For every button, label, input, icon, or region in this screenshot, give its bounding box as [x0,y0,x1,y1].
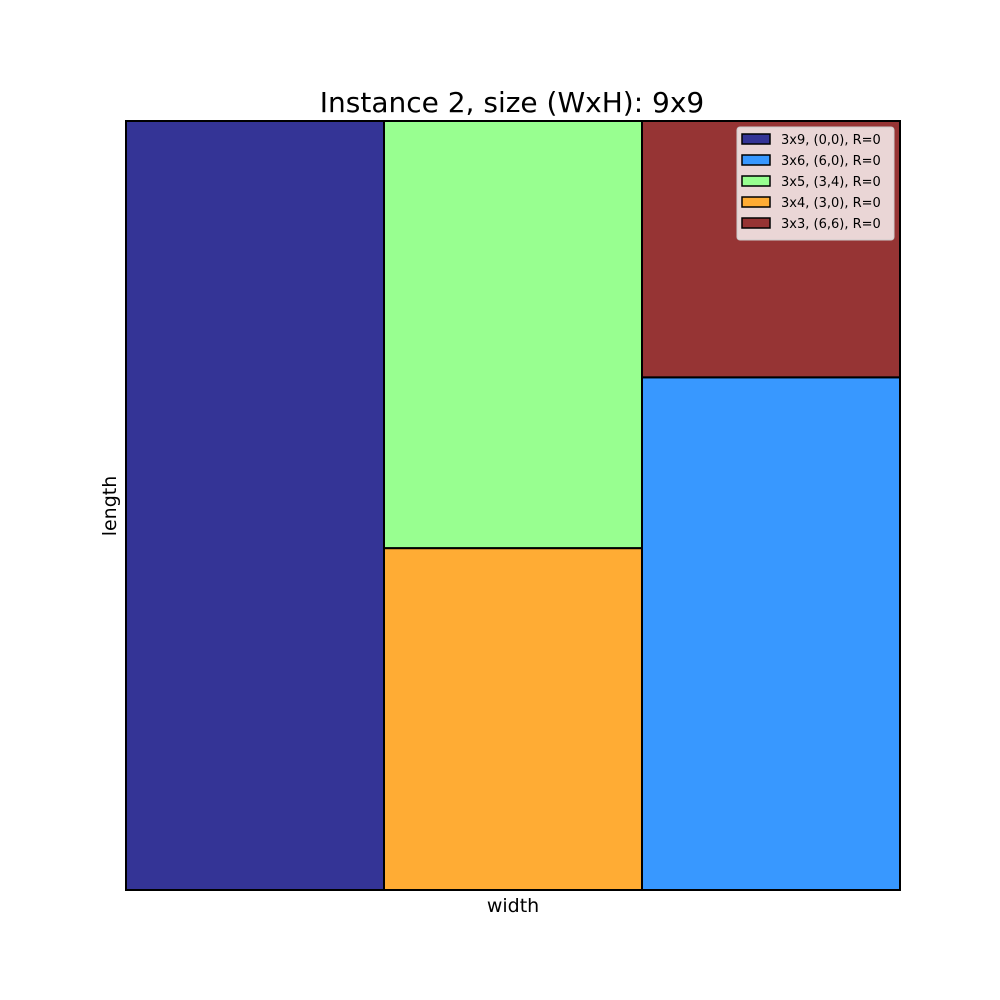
legend-swatch-3 [741,196,771,208]
legend-swatch-0 [741,133,771,145]
legend-entry-2: 3x5, (3,4), R=0 [781,175,881,190]
legend-swatch-4 [741,217,771,229]
legend-entry-1: 3x6, (6,0), R=0 [781,154,881,169]
x-axis-label: width [487,895,539,917]
legend-box [736,126,895,241]
legend-swatch-1 [741,154,771,166]
legend-swatch-2 [741,175,771,187]
rectangle-1 [641,376,901,892]
legend: 3x9, (0,0), R=0 3x6, (6,0), R=0 3x5, (3,4)… [736,126,895,241]
rectangle-2 [383,120,643,550]
legend-entry-0: 3x9, (0,0), R=0 [781,133,881,148]
legend-entry-4: 3x3, (6,6), R=0 [781,217,881,232]
rectangle-0 [125,120,385,891]
plot-frame [125,120,901,891]
rectangle-3 [383,547,643,891]
y-axis-label: length [99,476,121,537]
chart-title: Instance 2, size (WxH): 9x9 [320,86,705,119]
legend-entry-3: 3x4, (3,0), R=0 [781,196,881,211]
rectangles-layer [125,120,901,892]
